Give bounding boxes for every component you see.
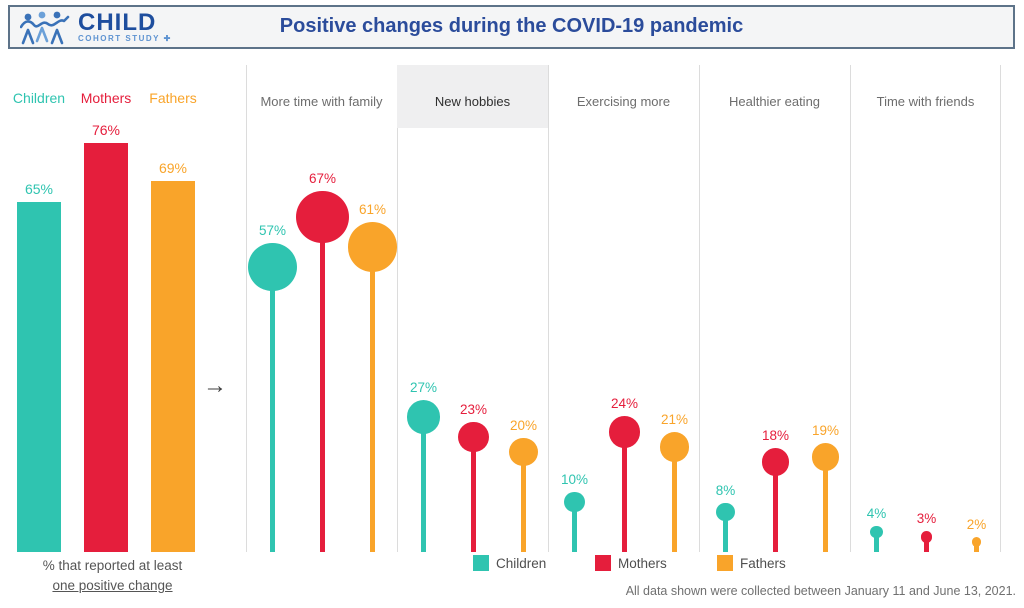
lollipop-value-new-hobbies-mothers: 23% [459, 401, 488, 417]
category-panel-new-hobbies [397, 65, 548, 552]
header-bar: CHILD COHORT STUDY ✚ Positive changes du… [8, 5, 1015, 49]
lollipop-stick-new-hobbies-children [421, 417, 426, 552]
legend-label-children: Children [496, 555, 547, 571]
lollipop-value-new-hobbies-fathers: 20% [509, 417, 538, 433]
legend-item-mothers[interactable]: Mothers [595, 555, 667, 571]
series-label-mothers: Mothers [80, 90, 132, 106]
lollipop-value-time-with-friends-mothers: 3% [916, 511, 937, 527]
lollipop-circle-healthier-eating-mothers[interactable] [761, 448, 790, 476]
series-label-children: Children [12, 90, 66, 106]
lollipop-circle-new-hobbies-mothers[interactable] [458, 421, 489, 453]
legend-swatch-mothers [595, 555, 611, 571]
lollipop-value-more-time-with-family-fathers: 61% [358, 202, 387, 217]
summary-caption: % that reported at least one positive ch… [20, 556, 205, 596]
category-panel-healthier-eating [699, 65, 850, 552]
lollipop-stick-time-with-friends-fathers [974, 542, 979, 552]
legend-label-mothers: Mothers [618, 555, 667, 571]
lollipop-circle-more-time-with-family-fathers[interactable] [347, 222, 398, 272]
lollipop-stick-exercising-more-children [572, 502, 577, 552]
lollipop-circle-healthier-eating-children[interactable] [716, 502, 735, 522]
category-panel-time-with-friends [850, 65, 1001, 552]
lollipop-stick-new-hobbies-fathers [521, 452, 526, 552]
category-header-more-time-with-family[interactable]: More time with family [260, 94, 383, 109]
lollipop-circle-time-with-friends-fathers[interactable] [971, 537, 982, 547]
legend-swatch-children [473, 555, 489, 571]
lollipop-value-more-time-with-family-children: 57% [258, 222, 287, 238]
lollipop-stick-healthier-eating-fathers [823, 457, 828, 552]
summary-bar-value-mothers: 76% [91, 122, 121, 138]
page-title: Positive changes during the COVID-19 pan… [279, 15, 744, 37]
lollipop-circle-more-time-with-family-mothers[interactable] [296, 190, 349, 244]
lollipop-stick-more-time-with-family-fathers [370, 247, 375, 552]
legend-item-fathers[interactable]: Fathers [717, 555, 786, 571]
lollipop-stick-healthier-eating-children [723, 512, 728, 552]
lollipop-stick-exercising-more-mothers [622, 432, 627, 552]
lollipop-circle-more-time-with-family-children[interactable] [248, 242, 297, 292]
lollipop-value-more-time-with-family-mothers: 67% [308, 170, 337, 186]
summary-caption-line1: % that reported at least [42, 558, 183, 573]
lollipop-circle-exercising-more-fathers[interactable] [659, 432, 690, 462]
logo-name: CHILD [78, 9, 157, 36]
lollipop-stick-more-time-with-family-mothers [320, 217, 325, 552]
lollipop-value-exercising-more-fathers: 21% [660, 412, 689, 428]
lollipop-value-time-with-friends-fathers: 2% [966, 517, 987, 533]
footnote: All data shown were collected between Ja… [625, 584, 1016, 598]
lollipop-stick-more-time-with-family-children [270, 267, 275, 552]
right-arrow-icon: → [203, 372, 227, 399]
lollipop-stick-exercising-more-fathers [672, 447, 677, 552]
legend-swatch-fathers [717, 555, 733, 571]
logo-text: CHILD COHORT STUDY ✚ [78, 9, 172, 44]
lollipop-circle-exercising-more-children[interactable] [564, 491, 585, 513]
three-people-icon [20, 11, 70, 45]
lollipop-stick-time-with-friends-mothers [924, 537, 929, 552]
series-label-fathers: Fathers [149, 90, 197, 106]
lollipop-value-exercising-more-mothers: 24% [610, 396, 639, 412]
summary-bar-children[interactable] [17, 202, 61, 552]
category-header-highlight [397, 65, 548, 128]
category-header-healthier-eating[interactable]: Healthier eating [728, 94, 821, 109]
category-header-exercising-more[interactable]: Exercising more [576, 94, 671, 109]
lollipop-circle-new-hobbies-children[interactable] [406, 400, 441, 434]
summary-caption-line2: one positive change [52, 578, 173, 593]
lollipop-value-new-hobbies-children: 27% [409, 380, 438, 396]
summary-bar-value-fathers: 69% [158, 160, 188, 176]
lollipop-value-exercising-more-children: 10% [560, 471, 589, 487]
summary-bar-value-children: 65% [24, 181, 54, 197]
category-header-time-with-friends[interactable]: Time with friends [876, 94, 975, 109]
summary-bar-fathers[interactable] [151, 181, 195, 552]
child-cohort-logo: CHILD COHORT STUDY ✚ [20, 10, 172, 46]
lollipop-circle-exercising-more-mothers[interactable] [608, 416, 641, 448]
lollipop-stick-time-with-friends-children [874, 532, 879, 552]
category-panel-exercising-more [548, 65, 699, 552]
summary-bar-mothers[interactable] [84, 143, 128, 552]
legend-label-fathers: Fathers [740, 555, 786, 571]
lollipop-circle-healthier-eating-fathers[interactable] [811, 443, 840, 471]
category-panel-more-time-with-family [246, 65, 397, 552]
lollipop-stick-healthier-eating-mothers [773, 462, 778, 552]
lollipop-stick-new-hobbies-mothers [471, 437, 476, 552]
lollipop-circle-new-hobbies-fathers[interactable] [509, 437, 538, 467]
lollipop-value-healthier-eating-mothers: 18% [761, 428, 790, 444]
legend-item-children[interactable]: Children [473, 555, 546, 571]
lollipop-value-healthier-eating-fathers: 19% [811, 423, 840, 439]
category-header-new-hobbies[interactable]: New hobbies [434, 94, 511, 109]
logo-subtitle: COHORT STUDY ✚ [78, 34, 172, 43]
lollipop-circle-time-with-friends-mothers[interactable] [920, 531, 933, 543]
lollipop-value-time-with-friends-children: 4% [866, 505, 887, 521]
lollipop-circle-time-with-friends-children[interactable] [870, 525, 883, 539]
lollipop-value-healthier-eating-children: 8% [715, 482, 736, 498]
